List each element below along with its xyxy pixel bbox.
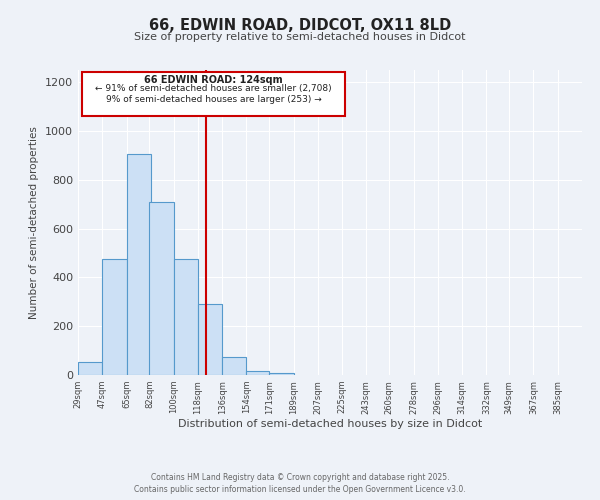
Bar: [198, 304, 222, 375]
Text: Size of property relative to semi-detached houses in Didcot: Size of property relative to semi-detach…: [134, 32, 466, 42]
Bar: [149, 202, 173, 375]
Bar: [269, 372, 293, 375]
Text: 9% of semi-detached houses are larger (253) →: 9% of semi-detached houses are larger (2…: [106, 96, 322, 104]
Text: ← 91% of semi-detached houses are smaller (2,708): ← 91% of semi-detached houses are smalle…: [95, 84, 332, 94]
FancyBboxPatch shape: [82, 72, 345, 116]
Bar: [127, 154, 151, 375]
Bar: [78, 362, 102, 375]
Bar: [102, 259, 127, 375]
Bar: [247, 372, 269, 375]
Y-axis label: Number of semi-detached properties: Number of semi-detached properties: [29, 126, 40, 319]
Bar: [173, 259, 198, 375]
Bar: [222, 356, 247, 375]
Text: Contains public sector information licensed under the Open Government Licence v3: Contains public sector information licen…: [134, 484, 466, 494]
Text: Contains HM Land Registry data © Crown copyright and database right 2025.: Contains HM Land Registry data © Crown c…: [151, 473, 449, 482]
Text: 66 EDWIN ROAD: 124sqm: 66 EDWIN ROAD: 124sqm: [144, 75, 283, 85]
X-axis label: Distribution of semi-detached houses by size in Didcot: Distribution of semi-detached houses by …: [178, 420, 482, 430]
Text: 66, EDWIN ROAD, DIDCOT, OX11 8LD: 66, EDWIN ROAD, DIDCOT, OX11 8LD: [149, 18, 451, 32]
